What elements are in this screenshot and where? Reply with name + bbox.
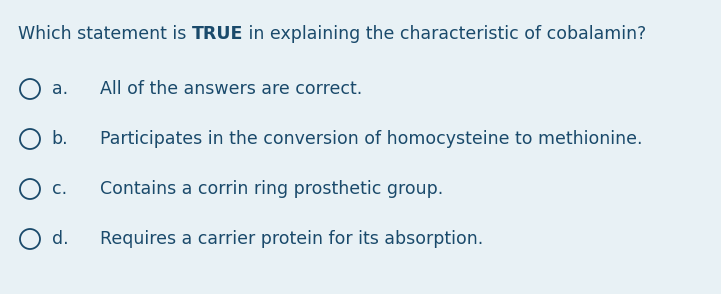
- Text: b.: b.: [52, 130, 68, 148]
- Text: Which statement is: Which statement is: [18, 25, 192, 43]
- Text: All of the answers are correct.: All of the answers are correct.: [100, 80, 362, 98]
- Text: Contains a corrin ring prosthetic group.: Contains a corrin ring prosthetic group.: [100, 180, 443, 198]
- Text: in explaining the characteristic of cobalamin?: in explaining the characteristic of coba…: [243, 25, 647, 43]
- Text: d.: d.: [52, 230, 68, 248]
- Text: TRUE: TRUE: [192, 25, 243, 43]
- Text: a.: a.: [52, 80, 68, 98]
- Text: Participates in the conversion of homocysteine to methionine.: Participates in the conversion of homocy…: [100, 130, 642, 148]
- Text: c.: c.: [53, 180, 68, 198]
- Text: Requires a carrier protein for its absorption.: Requires a carrier protein for its absor…: [100, 230, 483, 248]
